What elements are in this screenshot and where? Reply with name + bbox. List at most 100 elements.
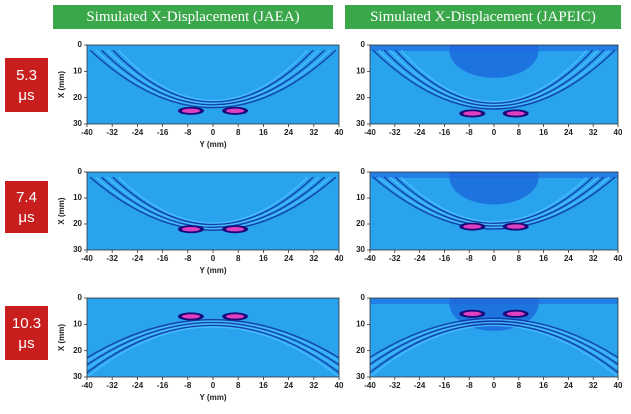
- wave-peak: [182, 227, 200, 231]
- x-tick-label: 40: [335, 381, 344, 390]
- x-tick-label: 8: [517, 254, 522, 263]
- x-tick-label: -8: [466, 381, 474, 390]
- wave-peak: [463, 312, 481, 316]
- x-tick-label: -8: [184, 381, 192, 390]
- x-tick-label: -16: [439, 381, 451, 390]
- x-tick-label: -24: [414, 254, 426, 263]
- y-tick-label: 30: [73, 245, 82, 254]
- y-tick-label: 30: [73, 119, 82, 128]
- x-tick-label: -16: [157, 128, 169, 137]
- figure: Simulated X-Displacement (JAEA) Simulate…: [0, 0, 631, 409]
- x-tick-label: 40: [614, 381, 623, 390]
- y-tick-label: 0: [78, 40, 83, 49]
- y-tick-label: 10: [356, 193, 365, 202]
- x-tick-label: 16: [259, 128, 268, 137]
- time-unit: μs: [18, 87, 34, 104]
- x-tick-label: 0: [211, 381, 216, 390]
- x-tick-label: 24: [564, 128, 573, 137]
- time-value: 10.3: [12, 315, 41, 332]
- y-tick-label: 0: [361, 167, 366, 176]
- y-tick-label: 10: [73, 193, 82, 202]
- x-tick-label: -16: [157, 381, 169, 390]
- time-value: 5.3: [16, 67, 37, 84]
- y-tick-label: 0: [78, 167, 83, 176]
- x-tick-label: -24: [414, 128, 426, 137]
- x-tick-label: 32: [309, 381, 318, 390]
- y-tick-label: 30: [356, 119, 365, 128]
- x-tick-label: 0: [211, 254, 216, 263]
- x-tick-label: 0: [211, 128, 216, 137]
- wave-peak: [182, 109, 200, 113]
- wave-peak: [463, 111, 481, 115]
- x-tick-label: 0: [492, 254, 497, 263]
- x-tick-label: 40: [614, 128, 623, 137]
- x-tick-label: -16: [439, 254, 451, 263]
- x-tick-label: -24: [132, 381, 144, 390]
- y-tick-label: 20: [356, 219, 365, 228]
- x-tick-label: 16: [539, 128, 548, 137]
- x-tick-label: 24: [284, 128, 293, 137]
- x-tick-label: -32: [389, 128, 401, 137]
- y-tick-label: 0: [361, 293, 366, 302]
- x-tick-label: 32: [309, 254, 318, 263]
- x-tick-label: 8: [236, 254, 241, 263]
- x-tick-label: -40: [364, 381, 376, 390]
- wave-peak: [507, 312, 525, 316]
- field-plot: [87, 298, 339, 377]
- x-tick-label: 40: [335, 128, 344, 137]
- y-tick-label: 10: [73, 319, 82, 328]
- x-tick-label: -24: [414, 381, 426, 390]
- time-value: 7.4: [16, 189, 37, 206]
- x-tick-label: 16: [259, 381, 268, 390]
- x-tick-label: -40: [364, 254, 376, 263]
- x-tick-label: 24: [284, 254, 293, 263]
- x-tick-label: 32: [589, 254, 598, 263]
- x-tick-label: -16: [439, 128, 451, 137]
- x-tick-label: 32: [309, 128, 318, 137]
- x-tick-label: 0: [492, 381, 497, 390]
- x-tick-label: -40: [364, 128, 376, 137]
- x-tick-label: -8: [184, 254, 192, 263]
- x-tick-label: -40: [81, 381, 93, 390]
- time-unit: μs: [18, 335, 34, 352]
- x-tick-label: -32: [106, 254, 118, 263]
- y-axis-label: X (mm): [57, 324, 66, 351]
- x-tick-label: 8: [517, 128, 522, 137]
- x-tick-label: 32: [589, 381, 598, 390]
- x-tick-label: -24: [132, 128, 144, 137]
- y-tick-label: 10: [356, 66, 365, 75]
- x-tick-label: 16: [259, 254, 268, 263]
- y-tick-label: 0: [361, 40, 366, 49]
- y-tick-label: 20: [356, 93, 365, 102]
- wave-peak: [226, 314, 244, 318]
- y-tick-label: 20: [73, 219, 82, 228]
- x-tick-label: -8: [466, 128, 474, 137]
- wave-peak: [507, 224, 525, 228]
- x-tick-label: -8: [466, 254, 474, 263]
- y-axis-label: X (mm): [57, 197, 66, 224]
- wave-peak: [507, 111, 525, 115]
- wave-region: [370, 172, 618, 178]
- header: Simulated X-Displacement (JAPEIC): [370, 9, 596, 25]
- x-axis-label: Y (mm): [200, 266, 227, 275]
- x-tick-label: 0: [492, 128, 497, 137]
- x-tick-label: 32: [589, 128, 598, 137]
- x-axis-label: Y (mm): [200, 393, 227, 402]
- y-axis-label: X (mm): [57, 71, 66, 98]
- x-tick-label: 8: [236, 128, 241, 137]
- y-tick-label: 20: [73, 346, 82, 355]
- x-tick-label: -24: [132, 254, 144, 263]
- x-tick-label: -40: [81, 254, 93, 263]
- y-tick-label: 30: [356, 245, 365, 254]
- y-tick-label: 20: [356, 346, 365, 355]
- wave-peak: [182, 314, 200, 318]
- x-axis-label: Y (mm): [200, 140, 227, 149]
- x-tick-label: 40: [335, 254, 344, 263]
- x-tick-label: 24: [284, 381, 293, 390]
- x-tick-label: -16: [157, 254, 169, 263]
- x-tick-label: 16: [539, 254, 548, 263]
- wave-region: [370, 45, 618, 51]
- x-tick-label: -32: [106, 128, 118, 137]
- x-tick-label: 8: [236, 381, 241, 390]
- y-tick-label: 10: [73, 66, 82, 75]
